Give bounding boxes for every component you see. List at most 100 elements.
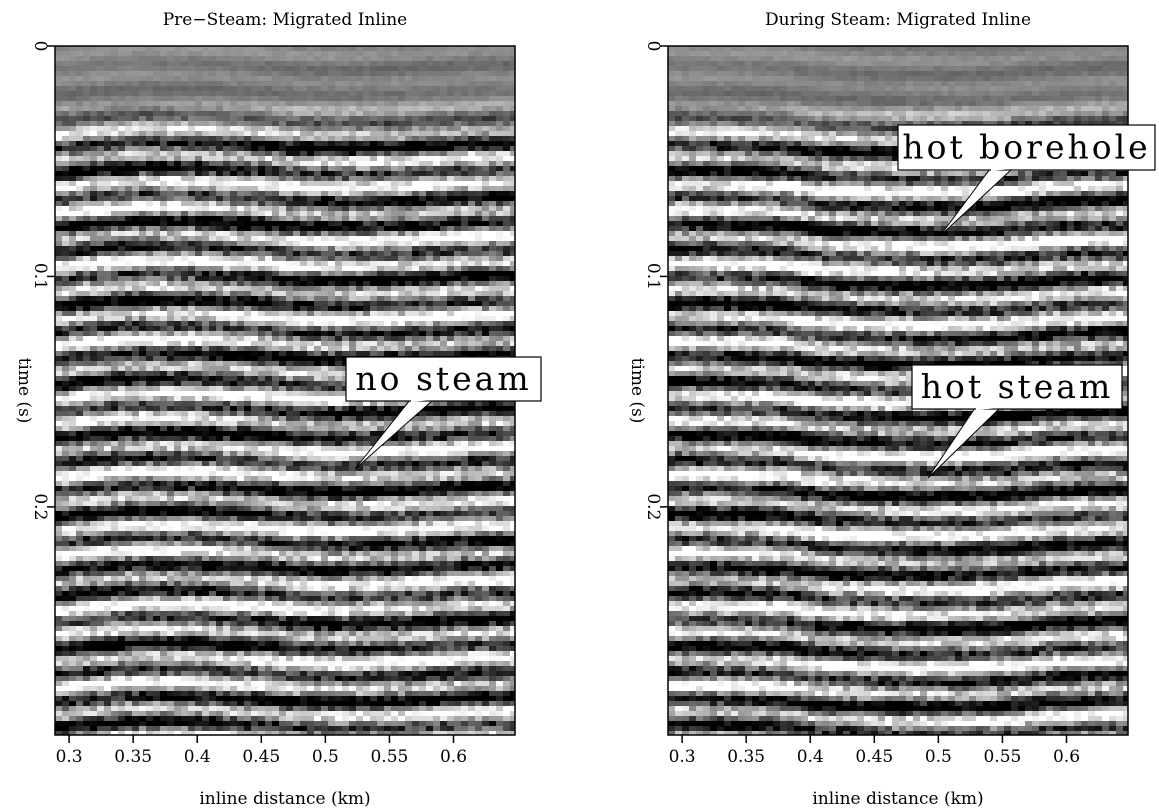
seismic-cell	[111, 526, 119, 532]
seismic-cell	[230, 691, 238, 697]
seismic-cell	[279, 501, 287, 507]
seismic-cell	[62, 221, 70, 227]
seismic-cell	[272, 241, 280, 247]
seismic-cell	[97, 241, 105, 247]
seismic-cell	[167, 366, 175, 372]
seismic-cell	[251, 656, 259, 662]
seismic-cell	[139, 516, 147, 522]
seismic-cell	[209, 261, 217, 267]
seismic-cell	[237, 71, 245, 77]
seismic-cell	[118, 111, 126, 117]
seismic-cell	[181, 466, 189, 472]
seismic-cell	[90, 686, 98, 692]
seismic-cell	[300, 341, 308, 347]
seismic-cell	[279, 391, 287, 397]
seismic-cell	[300, 266, 308, 272]
seismic-cell	[76, 96, 84, 102]
seismic-cell	[153, 136, 161, 142]
seismic-cell	[195, 686, 203, 692]
seismic-cell	[279, 261, 287, 267]
seismic-cell	[286, 176, 294, 182]
seismic-cell	[139, 221, 147, 227]
seismic-cell	[195, 211, 203, 217]
seismic-cell	[195, 656, 203, 662]
seismic-cell	[181, 116, 189, 122]
seismic-cell	[237, 96, 245, 102]
seismic-cell	[69, 556, 77, 562]
seismic-cell	[258, 636, 266, 642]
seismic-cell	[146, 146, 154, 152]
seismic-cell	[69, 351, 77, 357]
seismic-cell	[132, 371, 140, 377]
seismic-cell	[76, 156, 84, 162]
seismic-cell	[300, 121, 308, 127]
seismic-cell	[160, 636, 168, 642]
seismic-cell	[69, 336, 77, 342]
seismic-cell	[83, 666, 91, 672]
seismic-cell	[104, 246, 112, 252]
seismic-cell	[167, 346, 175, 352]
seismic-cell	[160, 146, 168, 152]
seismic-cell	[300, 611, 308, 617]
seismic-cell	[258, 556, 266, 562]
seismic-cell	[111, 716, 119, 722]
seismic-cell	[139, 341, 147, 347]
seismic-cell	[160, 256, 168, 262]
seismic-cell	[132, 151, 140, 157]
seismic-cell	[111, 366, 119, 372]
seismic-cell	[132, 306, 140, 312]
seismic-cell	[125, 711, 133, 717]
seismic-cell	[118, 326, 126, 332]
seismic-cell	[237, 256, 245, 262]
seismic-cell	[153, 201, 161, 207]
seismic-cell	[293, 186, 301, 192]
seismic-cell	[167, 446, 175, 452]
seismic-cell	[118, 471, 126, 477]
seismic-cell	[97, 661, 105, 667]
seismic-cell	[209, 321, 217, 327]
seismic-cell	[209, 596, 217, 602]
seismic-cell	[160, 66, 168, 72]
seismic-cell	[97, 671, 105, 677]
seismic-cell	[146, 186, 154, 192]
seismic-cell	[293, 56, 301, 62]
seismic-cell	[132, 431, 140, 437]
seismic-cell	[251, 171, 259, 177]
seismic-cell	[83, 291, 91, 297]
seismic-cell	[111, 321, 119, 327]
seismic-cell	[181, 201, 189, 207]
seismic-cell	[146, 411, 154, 417]
seismic-cell	[132, 131, 140, 137]
seismic-cell	[202, 316, 210, 322]
seismic-cell	[118, 316, 126, 322]
seismic-cell	[188, 321, 196, 327]
seismic-cell	[195, 626, 203, 632]
seismic-cell	[181, 76, 189, 82]
seismic-cell	[111, 261, 119, 267]
seismic-cell	[202, 546, 210, 552]
seismic-cell	[160, 176, 168, 182]
seismic-cell	[251, 681, 259, 687]
seismic-cell	[265, 476, 273, 482]
seismic-cell	[97, 56, 105, 62]
seismic-cell	[104, 536, 112, 542]
seismic-cell	[244, 331, 252, 337]
seismic-cell	[118, 386, 126, 392]
seismic-cell	[104, 206, 112, 212]
seismic-cell	[83, 356, 91, 362]
seismic-cell	[251, 311, 259, 317]
seismic-cell	[223, 616, 231, 622]
seismic-cell	[272, 231, 280, 237]
seismic-cell	[76, 726, 84, 732]
seismic-cell	[76, 581, 84, 587]
seismic-cell	[251, 301, 259, 307]
seismic-cell	[223, 101, 231, 107]
seismic-cell	[160, 86, 168, 92]
seismic-cell	[90, 91, 98, 97]
seismic-cell	[300, 671, 308, 677]
seismic-cell	[202, 191, 210, 197]
seismic-cell	[244, 451, 252, 457]
seismic-cell	[90, 561, 98, 567]
seismic-cell	[97, 521, 105, 527]
seismic-cell	[118, 571, 126, 577]
